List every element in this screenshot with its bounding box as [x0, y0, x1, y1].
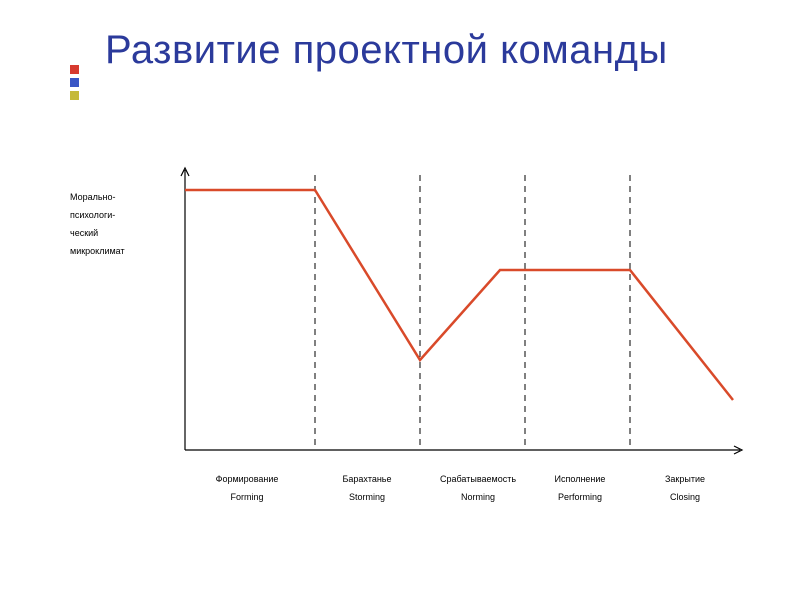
x-axis-label: СрабатываемостьNorming: [440, 470, 516, 506]
bullet-blue: [70, 78, 79, 87]
y-axis-label-line: ческий: [70, 224, 170, 242]
x-axis-label-ru: Барахтанье: [342, 470, 391, 488]
x-axis-label: БарахтаньеStorming: [342, 470, 391, 506]
x-axis-label: ИсполнениеPerforming: [555, 470, 606, 506]
x-axis-label-en: Performing: [555, 488, 606, 506]
title-bullets: [70, 65, 79, 100]
chart-svg: [180, 160, 750, 460]
y-axis-label-line: психологи-: [70, 206, 170, 224]
y-axis-label-line: микроклимат: [70, 242, 170, 260]
x-axis-label-en: Storming: [342, 488, 391, 506]
slide: Развитие проектной команды Морально-псих…: [0, 0, 800, 600]
bullet-yellow: [70, 91, 79, 100]
y-axis-label-line: Морально-: [70, 188, 170, 206]
bullet-red: [70, 65, 79, 74]
x-axis-label: Закрытие Closing: [653, 470, 718, 506]
y-axis-label: Морально-психологи-ческиймикроклимат: [70, 188, 170, 260]
chart: [180, 160, 750, 465]
x-axis-label: ФормированиеForming: [216, 470, 279, 506]
x-axis-label-en: Forming: [216, 488, 279, 506]
x-axis-labels: ФормированиеForming БарахтаньеStorming Сра…: [180, 470, 750, 540]
title-block: Развитие проектной команды: [105, 28, 760, 72]
slide-title: Развитие проектной команды: [105, 28, 760, 72]
x-axis-label-ru: Срабатываемость: [440, 470, 516, 488]
data-line: [185, 190, 733, 400]
x-axis-label-ru: Закрытие Closing: [653, 470, 718, 506]
x-axis-label-en: Norming: [440, 488, 516, 506]
x-axis-label-ru: Формирование: [216, 470, 279, 488]
x-axis-label-ru: Исполнение: [555, 470, 606, 488]
